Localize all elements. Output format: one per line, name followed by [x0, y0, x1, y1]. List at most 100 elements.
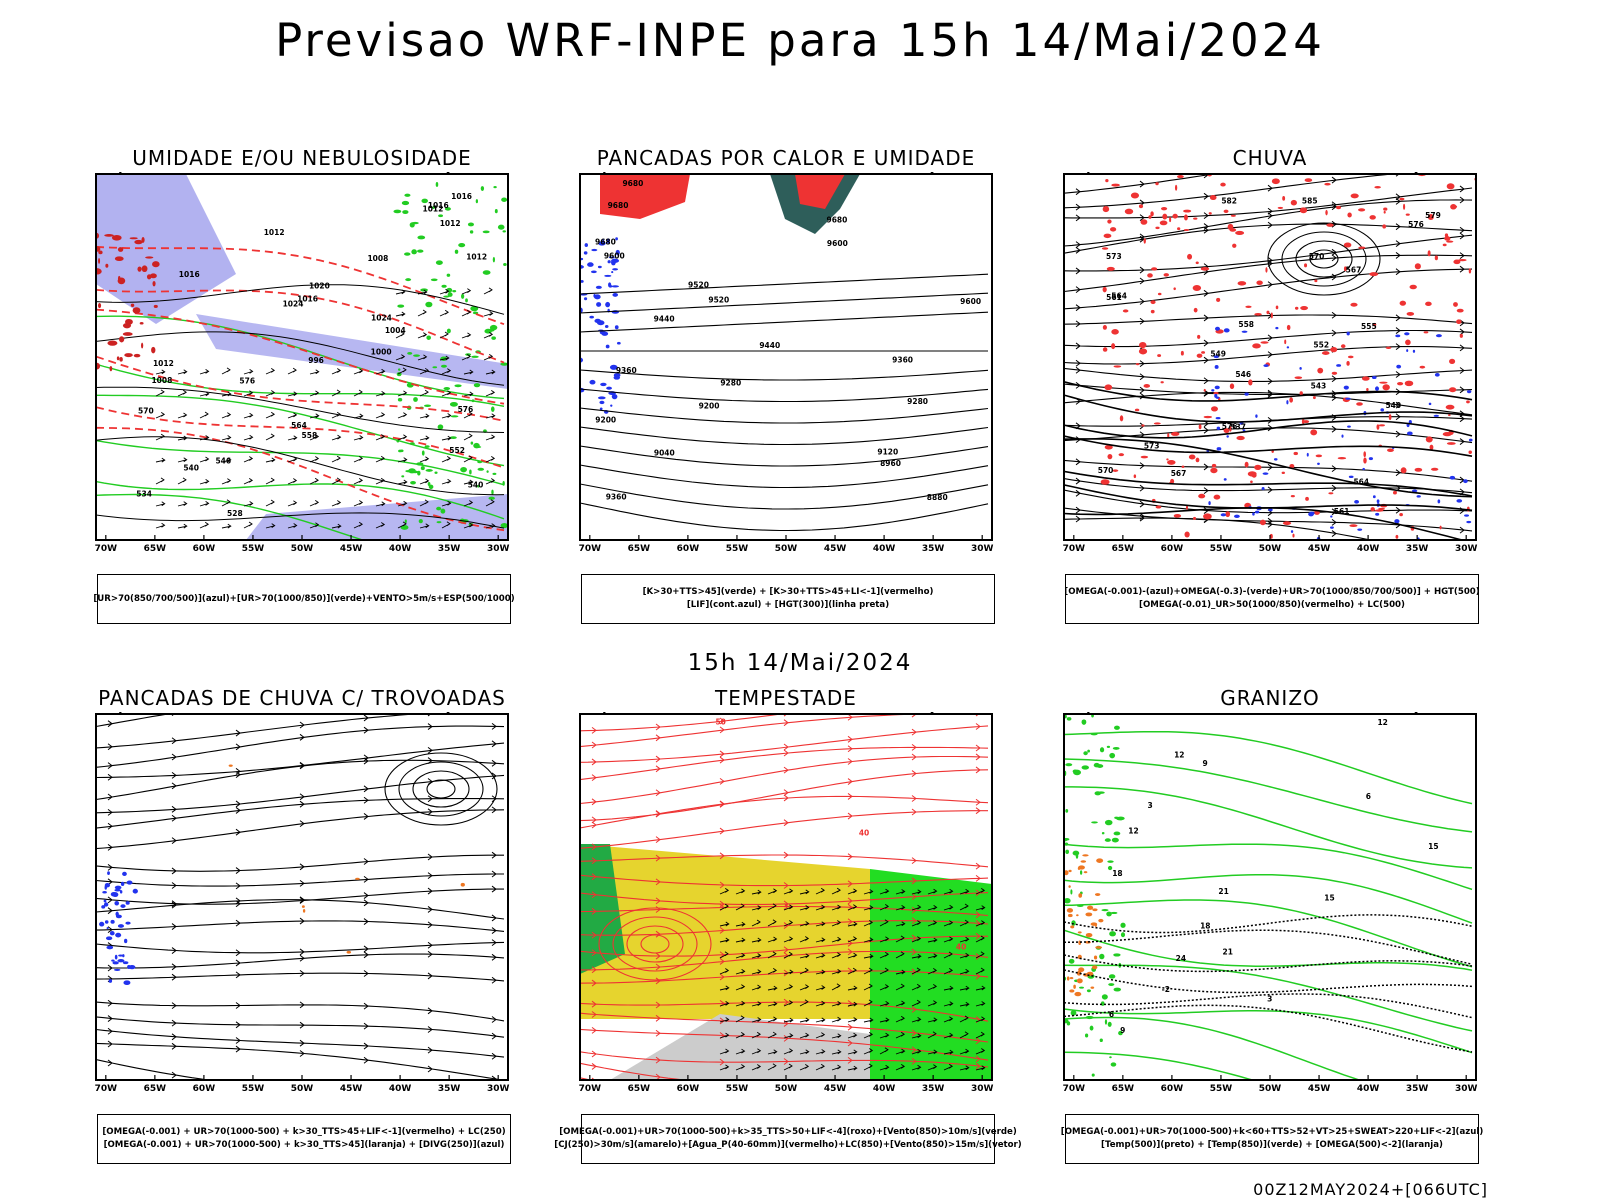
wind-vector: [199, 411, 209, 419]
flow-arrow: [591, 741, 597, 749]
wind-vector: [911, 1016, 922, 1023]
shaded-cell: [1437, 499, 1441, 504]
shaded-cell: [491, 336, 496, 340]
shaded-cell: [1275, 326, 1279, 330]
flow-arrow: [236, 1081, 240, 1087]
wind-vector: [959, 985, 970, 991]
flow-arrow: [107, 773, 113, 781]
shaded-cell: [1392, 490, 1397, 495]
shaded-cell: [114, 885, 122, 890]
flow-arrow: [719, 927, 725, 934]
shaded-cell: [1157, 354, 1162, 357]
shaded-cell: [1425, 436, 1433, 443]
shaded-cell: [1294, 306, 1299, 310]
flow-arrow: [783, 946, 789, 954]
panel-title: UMIDADE E/OU NEBULOSIDADE: [132, 146, 472, 170]
flow-arrow: [848, 1082, 852, 1088]
shaded-cell: [1347, 355, 1354, 359]
flow-arrow: [1204, 549, 1208, 555]
wind-vector: [395, 354, 406, 361]
contour-label: 9: [1203, 759, 1208, 768]
shaded-cell: [1383, 207, 1388, 211]
flow-arrow: [847, 735, 853, 743]
streamline: [580, 810, 988, 849]
shaded-cell: [1155, 226, 1160, 230]
shaded-cell: [1070, 1010, 1077, 1016]
legend-caption: [OMEGA(-0.001)+UR>70(1000-500)+k<60+TTS>…: [1061, 1114, 1483, 1164]
flow-arrow: [427, 906, 433, 913]
shaded-cell: [1148, 215, 1152, 219]
shaded-cell: [129, 237, 138, 240]
shaded-cell: [1112, 469, 1119, 472]
shaded-cell: [141, 265, 148, 273]
shaded-cell: [1065, 849, 1070, 855]
wind-vector: [847, 936, 858, 943]
isoline: [1064, 1008, 1473, 1054]
shaded-cell: [1119, 415, 1124, 422]
shaded-cell: [124, 353, 133, 358]
shaded-cell: [604, 324, 609, 328]
shaded-cell: [606, 238, 610, 244]
streamline: [96, 941, 505, 954]
shaded-cell: [113, 968, 121, 971]
wind-vector: [975, 1016, 986, 1023]
shaded-cell: [409, 442, 415, 445]
streamline: [1064, 174, 1218, 194]
shaded-cell: [1106, 266, 1115, 271]
flow-arrow: [107, 964, 113, 972]
shaded-cell: [116, 356, 120, 361]
shaded-cell: [139, 321, 144, 325]
wind-vector: [719, 921, 730, 927]
shaded-cell: [109, 365, 113, 372]
flow-arrow: [171, 973, 177, 981]
wind-vector: [847, 1065, 858, 1071]
shaded-cell: [1104, 819, 1113, 826]
vortex-ring: [640, 934, 670, 954]
contour-label: 549: [1210, 350, 1226, 359]
caption-line: [UR>70(850/700/500)](azul)+[UR>70(1000/8…: [93, 593, 515, 604]
shaded-cell: [1066, 1021, 1071, 1026]
shaded-cell: [486, 470, 489, 473]
shaded-cell: [1270, 312, 1273, 319]
flow-arrow: [591, 1050, 597, 1058]
wind-vector: [767, 888, 778, 895]
shaded-cell: [1100, 479, 1110, 485]
wind-vector: [331, 411, 341, 419]
flow-arrow: [1459, 226, 1465, 234]
streamline: [580, 1051, 989, 1068]
shaded-cell: [117, 247, 124, 252]
shaded-cell: [133, 353, 141, 358]
shaded-cell: [1241, 330, 1248, 333]
flow-arrow: [235, 949, 241, 957]
isoline: [1064, 929, 1473, 971]
wind-vector: [177, 477, 187, 485]
flow-arrow: [1331, 203, 1337, 211]
flow-arrow: [171, 963, 177, 971]
shaded-cell: [1111, 837, 1119, 843]
shaded-cell: [1110, 1062, 1117, 1067]
streamline: [1064, 459, 1473, 482]
shaded-cell: [1268, 508, 1273, 512]
map-axes: 12S15S18S21S24S27S30S33S36S39S42S70W65W6…: [579, 713, 993, 1094]
flow-arrow: [847, 714, 853, 721]
shaded-cell: [1263, 364, 1269, 367]
flow-arrow: [363, 813, 369, 820]
shaded-cell: [1220, 182, 1226, 187]
flow-arrow: [1331, 375, 1337, 383]
wind-vector: [735, 1000, 746, 1007]
wind-vector: [441, 521, 451, 529]
shaded-cell: [1092, 908, 1098, 912]
shaded-cell: [611, 285, 620, 288]
flow-arrow: [171, 771, 177, 779]
lon-tick-label: 40W: [389, 544, 412, 554]
flow-arrow: [300, 1095, 304, 1101]
wind-vector: [441, 390, 452, 397]
wind-vector: [483, 287, 493, 295]
shaded-cell: [1150, 309, 1155, 314]
wind-vector: [309, 522, 320, 529]
contour-label: 8880: [927, 493, 948, 502]
shaded-cell: [1266, 310, 1270, 315]
wind-vector: [417, 289, 428, 295]
flow-arrow: [911, 906, 917, 914]
